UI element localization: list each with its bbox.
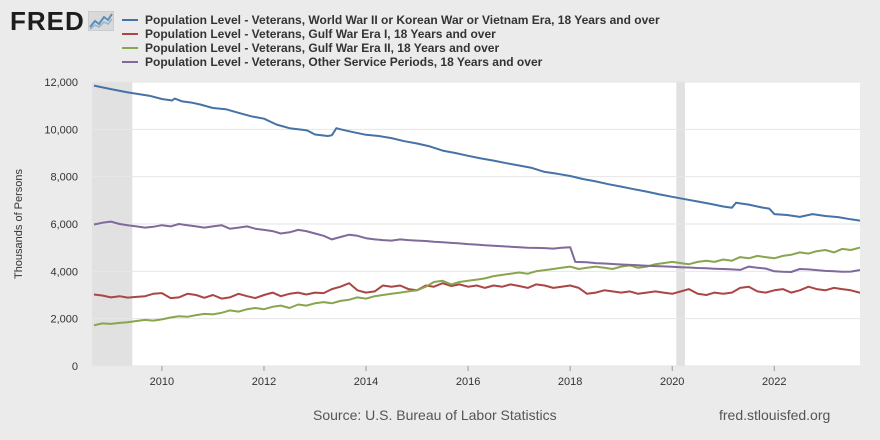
series-line-0[interactable]	[93, 84, 880, 224]
series-line-2[interactable]	[93, 245, 880, 327]
legend-swatch-series-3	[122, 61, 138, 63]
legend-swatch-series-2	[122, 47, 138, 49]
y-tick-label-5: 10,000	[44, 124, 78, 136]
x-tick-label-6: 2022	[762, 376, 786, 388]
series-line-3[interactable]	[93, 220, 880, 273]
x-tick-label-3: 2016	[456, 376, 480, 388]
x-tick-label-5: 2020	[660, 376, 684, 388]
y-tick-label-1: 2,000	[50, 314, 78, 326]
fred-graph-icon	[87, 11, 114, 31]
y-tick-label-0: 0	[72, 361, 78, 373]
legend-label-series-1: Population Level - Veterans, Gulf War Er…	[145, 27, 496, 41]
x-tick-label-4: 2018	[558, 376, 582, 388]
y-tick-label-4: 8,000	[50, 172, 78, 184]
fred-url-link[interactable]: fred.stlouisfed.org	[719, 407, 831, 423]
legend-item-series-0[interactable]: Population Level - Veterans, World War I…	[122, 13, 660, 27]
x-tick-label-0: 2010	[150, 376, 174, 388]
legend-label-series-0: Population Level - Veterans, World War I…	[145, 13, 660, 27]
legend-label-series-3: Population Level - Veterans, Other Servi…	[145, 55, 543, 69]
series-line-1[interactable]	[93, 282, 880, 300]
legend-item-series-1[interactable]: Population Level - Veterans, Gulf War Er…	[122, 27, 660, 41]
legend-swatch-series-0	[122, 19, 138, 21]
source-credit: Source: U.S. Bureau of Labor Statistics	[313, 407, 557, 423]
y-axis-label: Thousands of Persons	[13, 168, 25, 279]
y-tick-label-2: 4,000	[50, 266, 78, 278]
fred-logo-text: FRED	[10, 6, 85, 36]
x-tick-label-1: 2012	[252, 376, 276, 388]
legend-swatch-series-1	[122, 33, 138, 35]
legend-item-series-3[interactable]: Population Level - Veterans, Other Servi…	[122, 55, 660, 69]
y-tick-label-6: 12,000	[44, 77, 78, 89]
x-tick-label-2: 2014	[354, 376, 378, 388]
legend-label-series-2: Population Level - Veterans, Gulf War Er…	[145, 41, 500, 55]
legend-item-series-2[interactable]: Population Level - Veterans, Gulf War Er…	[122, 41, 660, 55]
fred-logo[interactable]: FRED	[10, 8, 114, 34]
y-tick-label-3: 6,000	[50, 219, 78, 231]
chart-legend: Population Level - Veterans, World War I…	[122, 13, 660, 69]
